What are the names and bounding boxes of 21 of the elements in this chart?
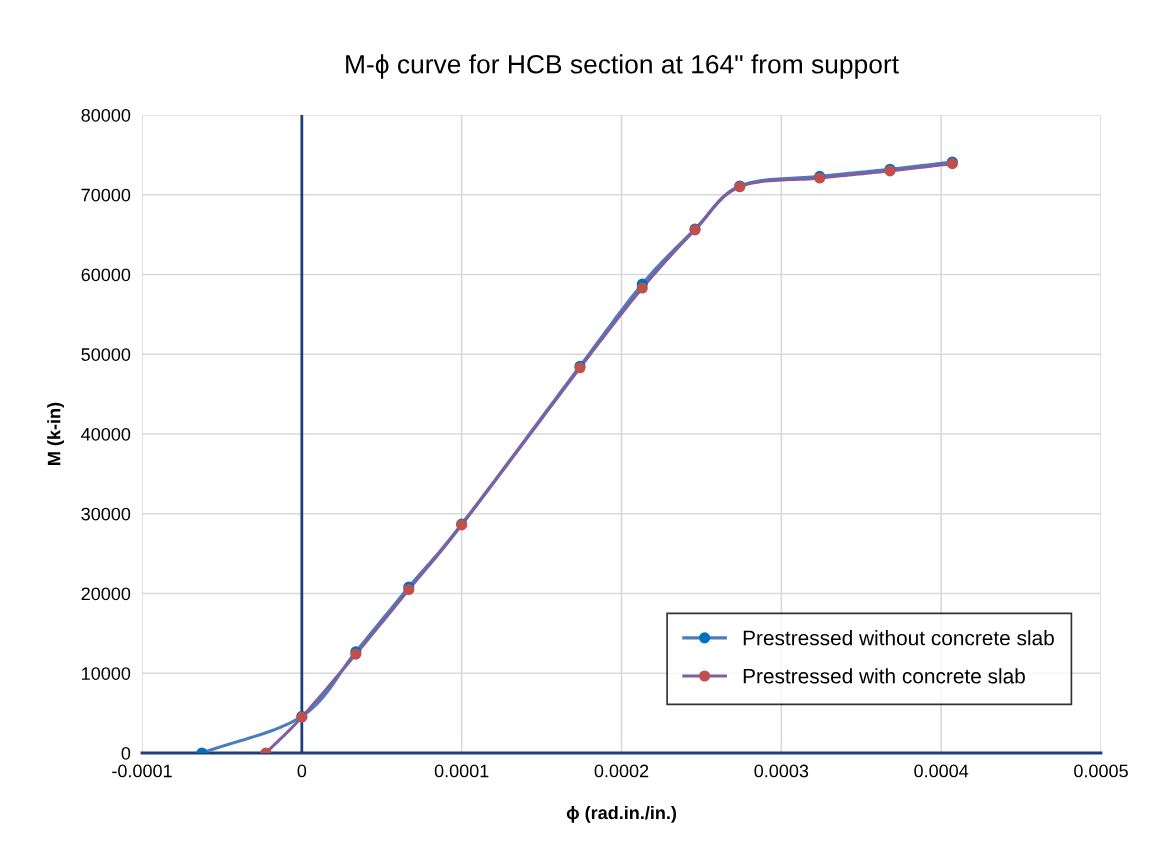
y-tick-label: 30000 xyxy=(81,507,131,521)
y-tick-label: 60000 xyxy=(81,268,131,282)
x-tick-label: 0.0002 xyxy=(594,764,649,778)
y-tick-label: 20000 xyxy=(81,587,131,601)
x-axis-title: ϕ (rad.in./in.) xyxy=(566,805,677,823)
legend-label: Prestressed without concrete slab xyxy=(743,630,1054,646)
x-tick-label: 0 xyxy=(297,764,307,778)
y-axis-title: M (k-in) xyxy=(47,402,65,465)
y-tick-label: 40000 xyxy=(81,427,131,441)
y-tick-label: 50000 xyxy=(81,348,131,361)
y-tick-label: 70000 xyxy=(81,188,131,202)
x-tick-label: 0.0005 xyxy=(1074,764,1128,778)
x-tick-label: 0.0001 xyxy=(434,764,489,778)
y-tick-label: 10000 xyxy=(82,667,131,680)
x-tick-label: 0.0004 xyxy=(914,764,969,778)
x-tick-label: 0.0003 xyxy=(754,764,809,778)
y-tick-label: 0 xyxy=(121,746,131,760)
x-tick-label: -0.0001 xyxy=(112,764,172,778)
legend-label: Prestressed with concrete slab xyxy=(743,668,1025,684)
chart-title: M-ϕ curve for HCB section at 164" from support xyxy=(346,54,899,79)
y-tick-label: 80000 xyxy=(81,108,131,122)
